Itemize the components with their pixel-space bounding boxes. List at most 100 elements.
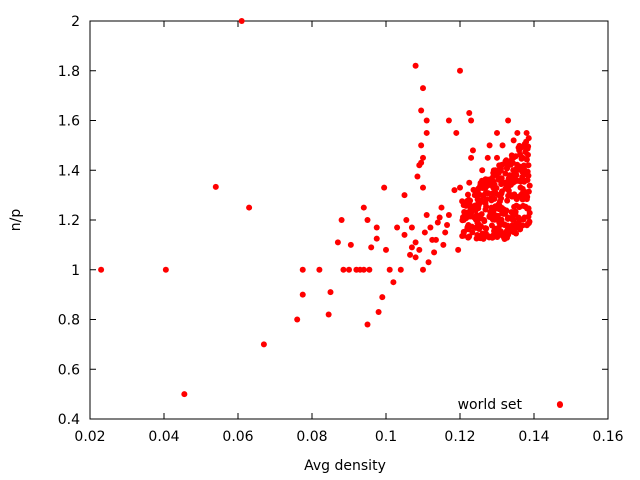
- data-point: [484, 154, 491, 161]
- data-point: [503, 165, 510, 172]
- data-point: [383, 246, 389, 253]
- data-point: [525, 205, 532, 212]
- data-point: [418, 107, 425, 114]
- data-point: [418, 142, 425, 149]
- data-point: [503, 234, 510, 241]
- data-point: [420, 154, 426, 161]
- data-point: [502, 170, 509, 177]
- data-point: [465, 213, 472, 220]
- data-point: [476, 215, 483, 222]
- data-point: [480, 235, 487, 242]
- data-point: [517, 226, 524, 233]
- data-point: [408, 244, 415, 251]
- data-point: [523, 156, 530, 163]
- data-point: [423, 129, 430, 136]
- data-point: [498, 190, 505, 197]
- data-point: [420, 85, 426, 92]
- data-point: [416, 162, 423, 169]
- data-point: [524, 145, 531, 152]
- data-point: [461, 208, 468, 215]
- data-point: [360, 266, 367, 273]
- data-point: [502, 185, 509, 192]
- data-point: [520, 162, 527, 169]
- data-point: [516, 146, 523, 153]
- data-point: [525, 162, 532, 169]
- data-point: [494, 129, 500, 136]
- data-point: [483, 225, 490, 232]
- data-point: [440, 241, 447, 248]
- data-point: [521, 214, 528, 221]
- data-point: [334, 239, 341, 246]
- data-point: [360, 204, 367, 211]
- data-point: [327, 289, 334, 296]
- y-tick-label: 1.8: [58, 64, 80, 80]
- data-point: [521, 194, 528, 201]
- data-point: [325, 311, 332, 318]
- data-point: [432, 236, 439, 243]
- data-point: [394, 224, 401, 231]
- data-point: [316, 266, 323, 273]
- data-point: [397, 266, 404, 273]
- data-point: [421, 229, 428, 236]
- legend: world set: [458, 397, 563, 413]
- data-point: [379, 294, 386, 301]
- data-point: [460, 200, 467, 207]
- data-point: [368, 244, 375, 251]
- data-point: [505, 117, 512, 124]
- y-tick-label: 0.4: [58, 412, 80, 428]
- data-point: [504, 222, 511, 229]
- data-points: [98, 18, 563, 408]
- data-point: [479, 167, 486, 174]
- data-point: [519, 174, 526, 181]
- data-point: [401, 192, 408, 199]
- data-point: [505, 176, 512, 183]
- x-tick-label: 0.06: [222, 429, 253, 445]
- data-point: [444, 221, 451, 228]
- data-point: [514, 167, 521, 174]
- data-point: [498, 181, 505, 188]
- data-point: [496, 206, 503, 213]
- data-point: [431, 249, 438, 256]
- data-point: [474, 224, 481, 231]
- legend-label: world set: [458, 397, 523, 413]
- data-point: [403, 217, 410, 223]
- data-point: [427, 224, 434, 231]
- data-point: [514, 129, 521, 136]
- data-point: [181, 391, 188, 398]
- data-point: [517, 151, 524, 158]
- data-point: [524, 151, 531, 158]
- data-point: [457, 184, 463, 191]
- y-tick-label: 1: [71, 263, 80, 279]
- data-point: [506, 229, 513, 236]
- y-tick-label: 0.8: [58, 313, 80, 329]
- data-point: [260, 341, 267, 348]
- data-point: [513, 230, 520, 237]
- data-point: [465, 196, 472, 203]
- x-tick-label: 0.04: [148, 429, 179, 445]
- data-point: [504, 197, 511, 204]
- data-point: [469, 229, 476, 236]
- data-point: [407, 251, 414, 258]
- y-tick-label: 1.2: [58, 213, 80, 229]
- data-point: [474, 232, 481, 239]
- data-point: [468, 154, 475, 161]
- data-point: [453, 129, 460, 136]
- data-point: [373, 235, 380, 242]
- data-point: [412, 254, 419, 261]
- data-point: [436, 214, 443, 221]
- data-point: [381, 184, 388, 191]
- data-point: [525, 135, 532, 142]
- data-point: [490, 234, 497, 241]
- data-point: [468, 117, 475, 124]
- data-point: [364, 321, 371, 328]
- y-axis-label: n/p: [8, 209, 24, 232]
- data-point: [524, 171, 531, 178]
- data-point: [299, 266, 306, 273]
- x-axis-label: Avg density: [304, 458, 386, 474]
- data-point: [485, 190, 492, 197]
- data-point: [475, 202, 482, 209]
- data-point: [482, 184, 489, 191]
- data-point: [445, 117, 452, 124]
- data-point: [478, 211, 485, 218]
- data-point: [340, 266, 347, 273]
